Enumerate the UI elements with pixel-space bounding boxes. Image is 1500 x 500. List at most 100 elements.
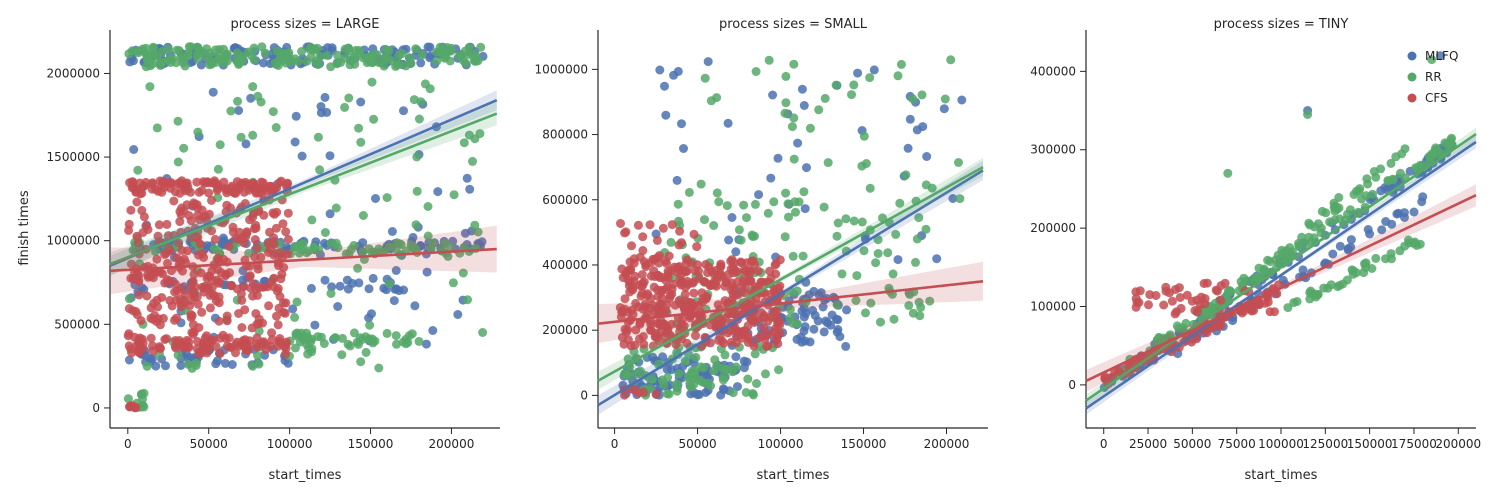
point-cfs	[651, 389, 661, 399]
point-rr	[1259, 266, 1269, 276]
point-rr	[1447, 139, 1457, 149]
point-mlfq	[797, 84, 807, 94]
point-rr	[296, 332, 306, 342]
point-cfs	[163, 258, 172, 268]
panel-tiny: 0 25000 50000 75000 100000125000150000175000…	[1030, 17, 1481, 483]
point-rr	[464, 50, 474, 59]
point-cfs	[674, 240, 684, 250]
regression-line-rr	[109, 112, 498, 266]
point-cfs	[236, 289, 246, 299]
x-tick-label: 0	[1100, 437, 1108, 451]
point-mlfq	[320, 275, 330, 285]
point-mlfq	[768, 90, 778, 100]
point-rr	[841, 214, 851, 224]
point-cfs	[1170, 309, 1180, 319]
point-rr	[223, 56, 232, 66]
legend-marker-cfs	[1407, 93, 1417, 103]
x-tick-label: 125000	[1302, 437, 1348, 451]
point-rr	[673, 199, 683, 209]
point-rr	[412, 152, 422, 162]
point-rr	[1427, 55, 1437, 65]
point-rr	[911, 257, 920, 267]
point-rr	[1343, 209, 1352, 219]
point-cfs	[729, 258, 739, 268]
point-mlfq	[364, 313, 374, 323]
point-mlfq	[1436, 51, 1445, 61]
point-mlfq	[833, 325, 843, 334]
point-rr	[471, 52, 481, 61]
point-rr	[781, 188, 791, 198]
point-mlfq	[660, 81, 669, 91]
point-cfs	[139, 181, 149, 191]
x-tick-label: 150000	[348, 437, 394, 451]
point-rr	[152, 123, 162, 133]
point-mlfq	[667, 365, 676, 375]
point-rr	[272, 46, 282, 56]
point-cfs	[263, 238, 273, 248]
point-rr	[315, 165, 325, 175]
point-rr	[901, 170, 911, 180]
point-mlfq	[922, 152, 932, 161]
point-cfs	[771, 324, 781, 334]
point-rr	[368, 338, 378, 348]
point-cfs	[654, 336, 664, 346]
point-rr	[340, 102, 350, 112]
point-cfs	[183, 342, 193, 352]
point-mlfq	[358, 238, 368, 248]
point-cfs	[175, 206, 185, 216]
point-rr	[1371, 253, 1381, 263]
x-tick-label: 150000	[841, 437, 887, 451]
point-rr	[1283, 303, 1293, 313]
point-cfs	[199, 253, 209, 262]
point-mlfq	[731, 247, 741, 257]
point-rr	[463, 295, 472, 305]
point-mlfq	[425, 53, 435, 63]
point-rr	[888, 269, 898, 279]
point-rr	[706, 96, 716, 106]
point-cfs	[670, 300, 680, 310]
point-cfs	[237, 295, 247, 305]
point-rr	[406, 240, 416, 250]
point-rr	[248, 130, 258, 140]
point-cfs	[148, 178, 158, 188]
point-rr	[763, 208, 773, 218]
point-rr	[831, 80, 841, 90]
point-cfs	[133, 275, 143, 285]
point-rr	[423, 202, 433, 211]
y-tick-label: 1500000	[47, 150, 100, 164]
point-cfs	[272, 286, 282, 296]
point-rr	[353, 263, 363, 273]
point-rr	[790, 197, 800, 207]
point-mlfq	[234, 106, 244, 115]
point-rr	[859, 131, 869, 141]
point-cfs	[186, 216, 196, 226]
x-tick-label: 0	[124, 437, 132, 451]
point-rr	[404, 331, 414, 341]
point-mlfq	[932, 254, 942, 264]
point-cfs	[281, 227, 291, 237]
point-cfs	[657, 272, 667, 282]
regression-line-mlfq	[1085, 140, 1477, 410]
point-rr	[688, 366, 697, 376]
point-cfs	[631, 298, 641, 308]
point-cfs	[175, 217, 185, 227]
point-cfs	[772, 331, 782, 341]
point-cfs	[736, 258, 746, 268]
point-mlfq	[176, 361, 186, 370]
point-rr	[307, 215, 317, 225]
point-cfs	[652, 235, 662, 245]
point-cfs	[252, 319, 262, 329]
point-rr	[148, 42, 158, 52]
point-cfs	[689, 288, 699, 298]
point-cfs	[717, 316, 727, 326]
point-rr	[709, 221, 719, 230]
point-rr	[1265, 257, 1275, 266]
point-mlfq	[1346, 235, 1356, 245]
point-rr	[1252, 272, 1262, 282]
point-mlfq	[151, 361, 161, 371]
point-mlfq	[335, 281, 345, 291]
point-cfs	[177, 245, 187, 255]
point-cfs	[170, 315, 179, 325]
point-mlfq	[389, 296, 399, 306]
